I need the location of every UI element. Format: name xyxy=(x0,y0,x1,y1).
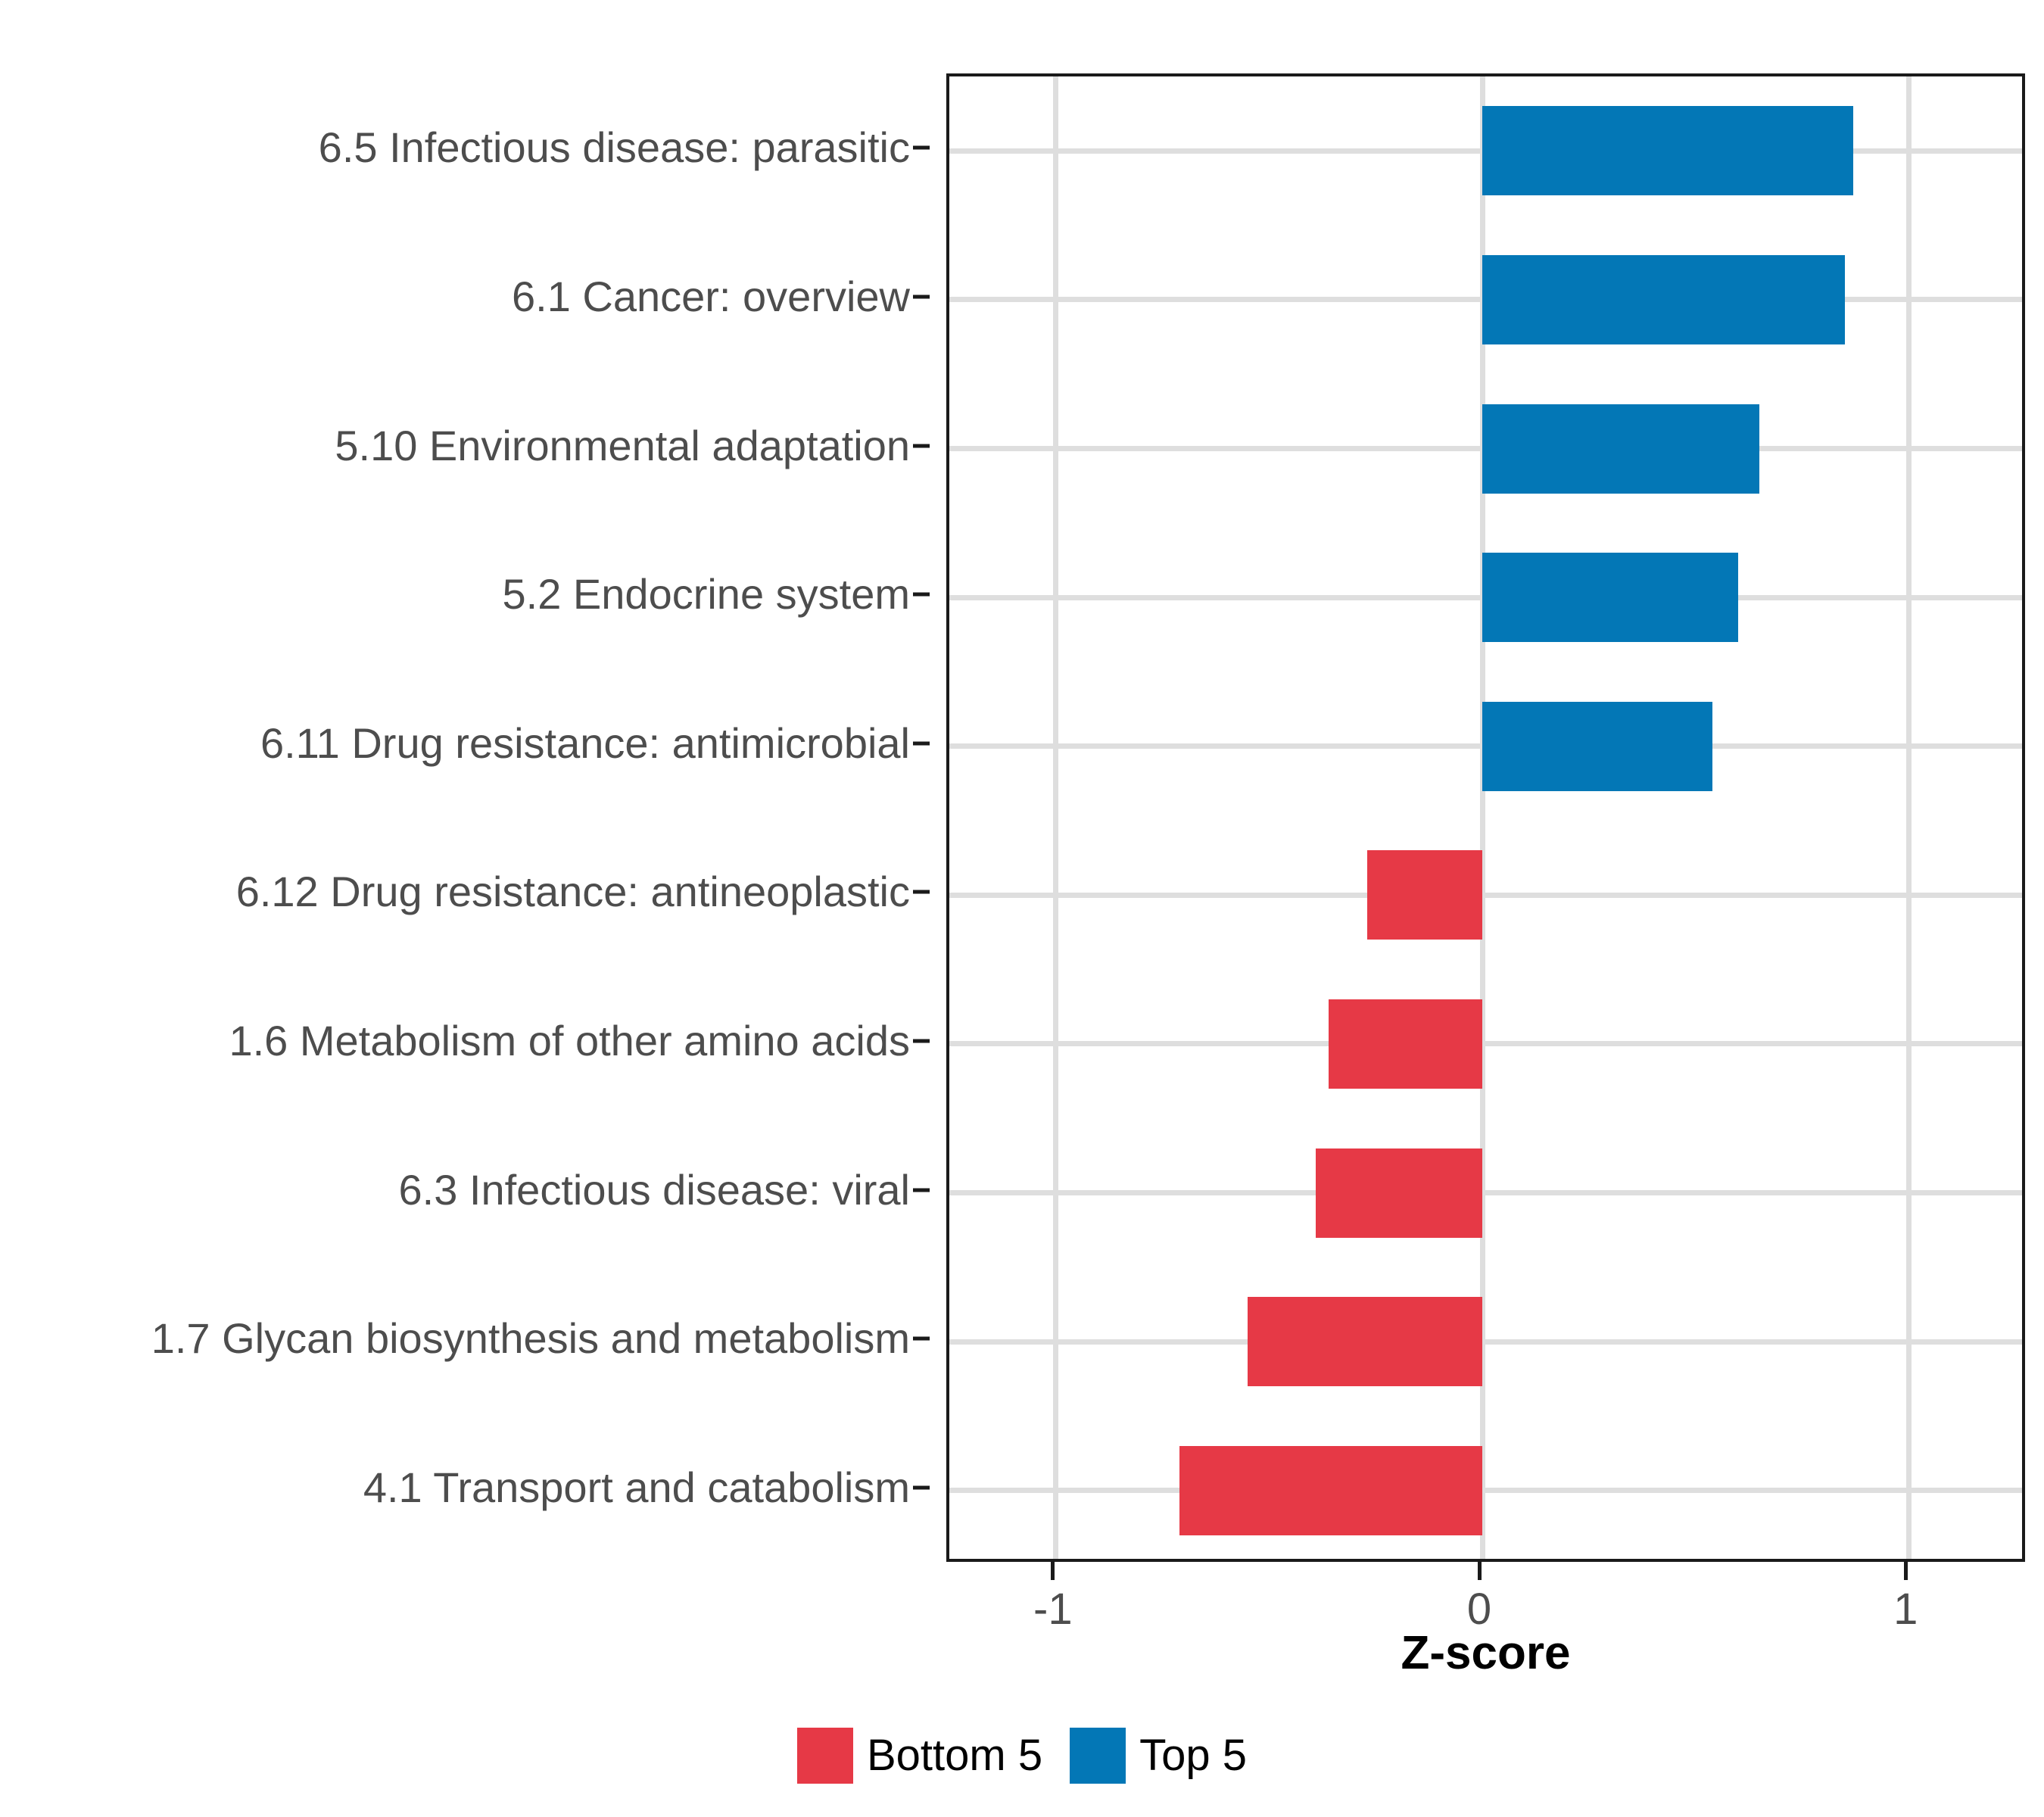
gridline-horizontal xyxy=(949,1488,2022,1494)
y-axis-tick-mark xyxy=(913,890,930,894)
legend-label: Top 5 xyxy=(1139,1731,1247,1780)
y-axis-tick-label: 5.10 Environmental adaptation xyxy=(335,421,910,469)
y-axis-labels: 6.5 Infectious disease: parasitic 6.1 Can… xyxy=(0,73,930,1562)
gridline-vertical xyxy=(1479,76,1485,1559)
bar xyxy=(1482,106,1854,196)
gridline-horizontal xyxy=(949,1339,2022,1345)
y-axis-tick-label: 1.6 Metabolism of other amino acids xyxy=(229,1016,910,1064)
y-axis-tick-mark xyxy=(913,444,930,447)
gridline-vertical xyxy=(1053,76,1059,1559)
bar xyxy=(1482,254,1845,344)
y-axis-tick-label: 1.7 Glycan biosynthesis and metabolism xyxy=(151,1314,910,1363)
y-axis-tick-mark xyxy=(913,1485,930,1490)
gridline-horizontal xyxy=(949,1041,2022,1047)
bar xyxy=(1482,404,1760,494)
bar xyxy=(1179,1445,1483,1535)
y-axis-tick-label: 5.2 Endocrine system xyxy=(502,570,910,619)
y-axis-tick-label: 6.11 Drug resistance: antimicrobial xyxy=(260,718,910,767)
x-axis-tick-mark xyxy=(1051,1562,1055,1580)
y-axis-tick-mark xyxy=(913,1336,930,1341)
bar xyxy=(1482,701,1713,791)
y-axis-tick-label: 6.5 Infectious disease: parasitic xyxy=(318,123,910,172)
y-axis-tick-mark xyxy=(913,1039,930,1043)
legend-swatch xyxy=(796,1728,853,1784)
x-axis-tick-label: -1 xyxy=(1033,1585,1073,1634)
gridline-horizontal xyxy=(949,892,2022,898)
y-axis-tick-mark xyxy=(913,145,930,150)
y-axis-tick-mark xyxy=(913,1188,930,1192)
bar xyxy=(1316,1148,1483,1238)
y-axis-tick-label: 6.1 Cancer: overview xyxy=(511,272,910,320)
x-axis-tick-label: 0 xyxy=(1466,1585,1492,1634)
bar xyxy=(1366,850,1483,940)
x-axis-title: Z-score xyxy=(1401,1627,1571,1679)
y-axis-tick-mark xyxy=(913,741,930,746)
x-axis-tick-mark xyxy=(1477,1562,1482,1580)
y-axis-tick-label: 6.12 Drug resistance: antineoplastic xyxy=(235,868,910,916)
legend-item[interactable]: Bottom 5 xyxy=(796,1728,1043,1784)
plot-panel xyxy=(946,73,2025,1562)
bar xyxy=(1482,553,1738,643)
y-axis-tick-label: 6.3 Infectious disease: viral xyxy=(398,1165,910,1214)
legend-label: Bottom 5 xyxy=(866,1731,1043,1780)
bar xyxy=(1329,999,1483,1089)
legend-item[interactable]: Top 5 xyxy=(1070,1728,1247,1784)
x-axis-tick-label: 1 xyxy=(1893,1585,1918,1634)
chart-legend: Bottom 5 Top 5 xyxy=(0,1728,2044,1784)
y-axis-tick-mark xyxy=(913,592,930,597)
x-axis-tick-mark xyxy=(1903,1562,1908,1580)
gridline-horizontal xyxy=(949,1190,2022,1195)
bar xyxy=(1248,1297,1483,1387)
y-axis-tick-label: 4.1 Transport and catabolism xyxy=(363,1463,910,1511)
gridline-vertical xyxy=(1905,76,1912,1559)
legend-swatch xyxy=(1070,1728,1126,1784)
y-axis-tick-mark xyxy=(913,295,930,299)
